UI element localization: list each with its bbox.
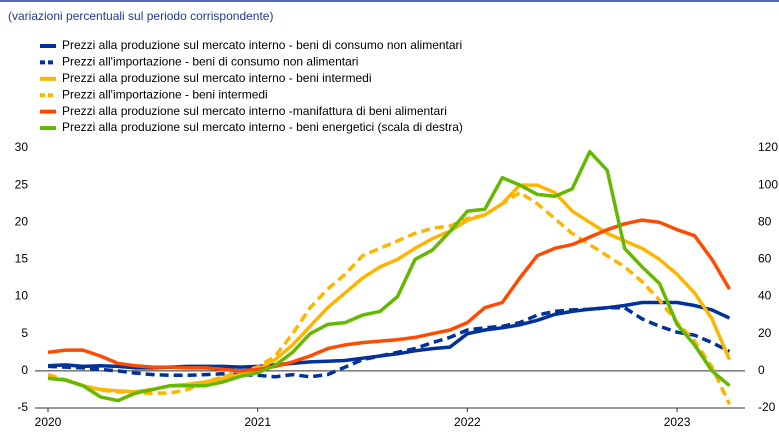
y-tick-label: 20	[15, 214, 29, 228]
series-line	[47, 190, 732, 406]
y-tick-label: 5	[21, 326, 28, 340]
x-tick-label: 2020	[35, 415, 62, 429]
x-tick-label: 2021	[244, 415, 271, 429]
y-tick-label: 0	[21, 363, 28, 377]
y2-tick-label: 120	[758, 140, 778, 154]
y2-tick-label: -20	[758, 400, 776, 414]
y2-tick-label: 80	[758, 214, 772, 228]
chart-subtitle: (variazioni percentuali sul periodo corr…	[8, 9, 273, 23]
y-tick-label: -5	[17, 400, 28, 414]
y2-tick-label: 100	[758, 177, 778, 191]
legend-label: Prezzi all'importazione - beni intermedi	[62, 87, 268, 101]
series-line	[47, 300, 731, 370]
y2-tick-label: 60	[758, 252, 772, 266]
y-tick-label: 10	[15, 289, 29, 303]
legend-label: Prezzi alla produzione sul mercato inter…	[62, 120, 463, 134]
x-tick-label: 2022	[454, 415, 481, 429]
series-line	[47, 149, 731, 403]
y-tick-label: 30	[15, 140, 29, 154]
series-line	[47, 218, 732, 373]
y-tick-label: 25	[15, 177, 29, 191]
legend-label: Prezzi alla produzione sul mercato inter…	[62, 38, 462, 52]
series-line	[47, 305, 731, 379]
y2-tick-label: 0	[758, 363, 765, 377]
series-line	[47, 183, 732, 394]
x-tick-label: 2023	[664, 415, 691, 429]
legend-label: Prezzi alla produzione sul mercato inter…	[62, 71, 372, 85]
y2-tick-label: 40	[758, 289, 772, 303]
y-tick-label: 15	[15, 252, 29, 266]
legend-label: Prezzi alla produzione sul mercato inter…	[62, 104, 447, 118]
legend-label: Prezzi all'importazione - beni di consum…	[62, 55, 358, 69]
y2-tick-label: 20	[758, 326, 772, 340]
